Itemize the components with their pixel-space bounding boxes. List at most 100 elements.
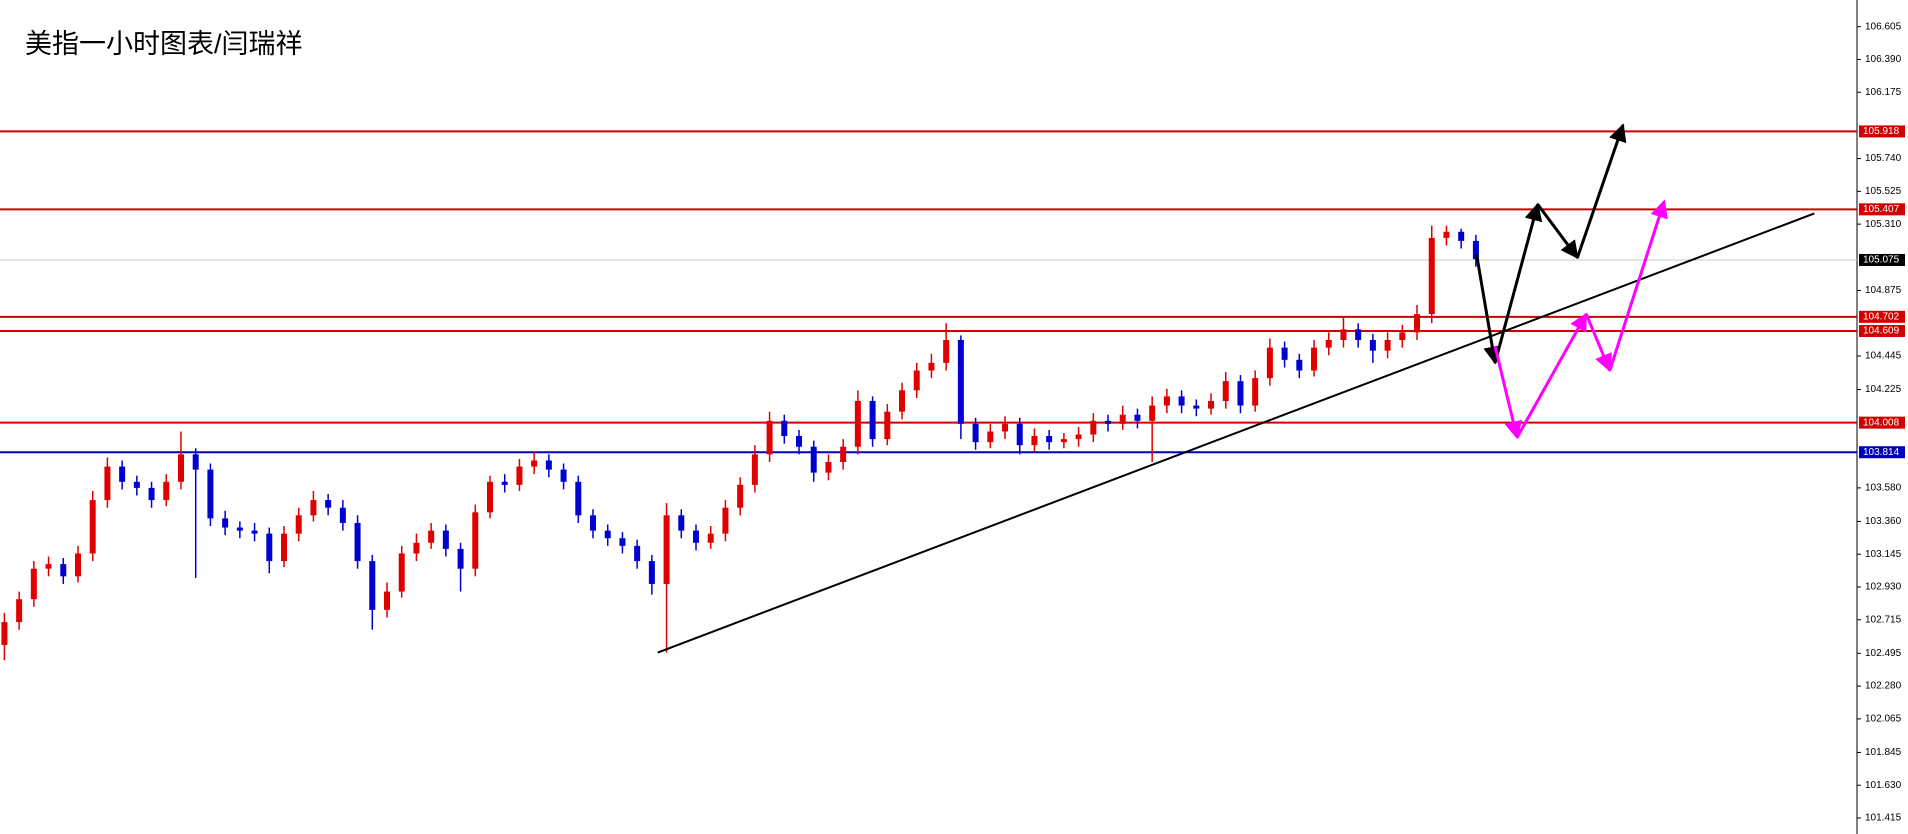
level-label-box xyxy=(1859,253,1905,266)
level-label: 105.918 xyxy=(1863,126,1900,137)
candle-body xyxy=(1281,347,1288,360)
candle-body xyxy=(1134,414,1141,421)
trendline xyxy=(657,212,1815,654)
y-tick-label: 103.145 xyxy=(1865,549,1902,560)
chart-title: 美指一小时图表/闫瑞祥 xyxy=(25,29,303,59)
level-label: 104.008 xyxy=(1863,417,1900,428)
candle-body xyxy=(1399,332,1406,341)
candle-body xyxy=(619,538,626,546)
candle-body xyxy=(678,515,685,531)
candle-body xyxy=(1178,396,1185,406)
y-tick-label: 106.175 xyxy=(1865,87,1902,98)
projection-arrow xyxy=(1576,123,1627,259)
candle-body xyxy=(943,340,950,363)
candle-body xyxy=(590,515,597,531)
candle-body xyxy=(957,340,964,424)
candle-body xyxy=(1075,434,1082,440)
y-tick-label: 105.525 xyxy=(1865,186,1902,197)
candle-body xyxy=(1414,314,1421,333)
candle-body xyxy=(74,553,81,577)
candle-body xyxy=(442,530,449,549)
projection-arrow xyxy=(1536,203,1579,260)
candle-body xyxy=(192,454,199,470)
candle-body xyxy=(1222,381,1229,401)
candle-body xyxy=(1149,405,1156,421)
candle-body xyxy=(280,533,287,562)
candle-body xyxy=(810,446,817,473)
candle-body xyxy=(177,454,184,482)
candle-body xyxy=(987,431,994,443)
candle-body xyxy=(1105,420,1112,424)
candle-body xyxy=(383,591,390,610)
y-tick-label: 103.360 xyxy=(1865,516,1902,527)
y-tick-label: 102.930 xyxy=(1865,582,1902,593)
candle-body xyxy=(1237,381,1244,406)
candle-body xyxy=(457,548,464,569)
projection-arrow xyxy=(1584,313,1612,373)
level-label-box xyxy=(1859,325,1905,338)
candle-body xyxy=(207,469,214,519)
candle-body xyxy=(707,533,714,543)
y-tick-label: 106.605 xyxy=(1865,21,1902,32)
candle-body xyxy=(1016,423,1023,446)
candle-body xyxy=(560,469,567,482)
candle-body xyxy=(634,545,641,562)
y-tick-label: 102.280 xyxy=(1865,681,1902,692)
candle-body xyxy=(1443,231,1450,238)
candle-body xyxy=(295,515,302,534)
level-label: 105.407 xyxy=(1863,204,1900,215)
candle-body xyxy=(693,530,700,543)
candle-body xyxy=(1090,420,1097,435)
candle-body xyxy=(869,400,876,440)
candle-body xyxy=(413,542,420,554)
level-label: 104.609 xyxy=(1863,326,1900,337)
candle-body xyxy=(148,487,155,501)
candle-body xyxy=(1163,396,1170,406)
candle-body xyxy=(796,436,803,447)
candle-body xyxy=(1472,240,1479,260)
candle-body xyxy=(1046,436,1053,443)
candle-body xyxy=(16,599,23,623)
level-label-box xyxy=(1859,310,1905,323)
candle-body xyxy=(60,564,67,577)
candle-body xyxy=(825,461,832,473)
projection-arrow xyxy=(1515,312,1588,439)
candle-body xyxy=(1060,439,1067,443)
level-label: 104.702 xyxy=(1863,311,1900,322)
candle-body xyxy=(487,481,494,513)
y-tick-label: 103.580 xyxy=(1865,483,1902,494)
candle-body xyxy=(516,466,523,485)
candle-body xyxy=(369,561,376,610)
candle-body xyxy=(737,484,744,508)
level-label-box xyxy=(1859,203,1905,216)
projection-arrow xyxy=(1475,254,1502,365)
candle-body xyxy=(545,460,552,470)
candle-body xyxy=(648,561,655,584)
candle-body xyxy=(222,518,229,528)
candle-body xyxy=(1296,359,1303,371)
candle-body xyxy=(751,454,758,485)
candle-body xyxy=(1266,347,1273,379)
candle-body xyxy=(781,420,788,437)
candle-body xyxy=(854,400,861,447)
candle-body xyxy=(1369,340,1376,351)
y-tick-label: 101.845 xyxy=(1865,747,1902,758)
candle-body xyxy=(472,512,479,569)
projection-arrow xyxy=(1493,345,1523,440)
projection-arrow xyxy=(1493,202,1543,364)
candle-body xyxy=(1208,400,1215,409)
candle-body xyxy=(899,390,906,412)
candle-body xyxy=(1384,340,1391,351)
candle-body xyxy=(1,622,8,645)
candle-body xyxy=(1252,378,1259,406)
candle-body xyxy=(1340,329,1347,341)
candle-body xyxy=(604,530,611,539)
candle-body xyxy=(163,481,170,501)
level-label: 105.075 xyxy=(1863,255,1900,266)
candle-body xyxy=(133,481,140,488)
level-label-box xyxy=(1859,416,1905,429)
candle-body xyxy=(501,481,508,485)
candle-body xyxy=(1325,340,1332,348)
candle-body xyxy=(339,507,346,523)
